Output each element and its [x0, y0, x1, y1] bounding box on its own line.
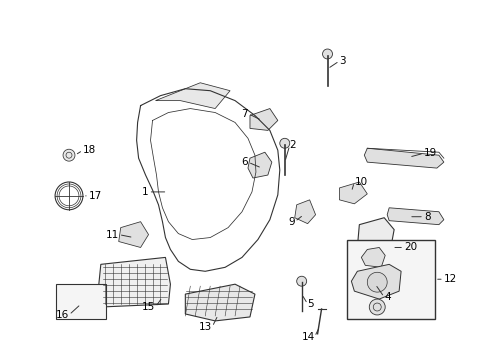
Text: 12: 12	[443, 274, 456, 284]
Polygon shape	[294, 200, 315, 224]
Circle shape	[296, 276, 306, 286]
Polygon shape	[119, 222, 148, 247]
Polygon shape	[247, 152, 271, 178]
Text: 13: 13	[199, 322, 212, 332]
Circle shape	[55, 182, 83, 210]
Text: 4: 4	[384, 292, 390, 302]
Text: 6: 6	[241, 157, 247, 167]
Text: 11: 11	[105, 230, 119, 239]
Polygon shape	[249, 109, 277, 130]
Polygon shape	[185, 284, 254, 321]
Polygon shape	[361, 247, 385, 267]
Text: 18: 18	[83, 145, 96, 155]
Text: 19: 19	[423, 148, 436, 158]
Text: 17: 17	[89, 191, 102, 201]
Polygon shape	[351, 264, 400, 299]
Bar	[346, 239, 434, 319]
Bar	[56, 284, 105, 319]
Text: 2: 2	[289, 140, 296, 150]
Text: 1: 1	[142, 187, 148, 197]
Text: 9: 9	[287, 217, 294, 227]
Polygon shape	[99, 257, 170, 307]
Circle shape	[366, 272, 386, 292]
Text: 15: 15	[142, 302, 155, 312]
Polygon shape	[339, 182, 366, 204]
Text: 14: 14	[301, 332, 314, 342]
Text: 7: 7	[241, 108, 247, 118]
Polygon shape	[357, 218, 393, 271]
Polygon shape	[386, 208, 443, 225]
Polygon shape	[155, 83, 230, 109]
Polygon shape	[361, 269, 386, 299]
Polygon shape	[364, 148, 443, 168]
Circle shape	[368, 299, 385, 315]
Text: 16: 16	[56, 310, 69, 320]
Circle shape	[322, 49, 332, 59]
Text: 5: 5	[307, 299, 314, 309]
Circle shape	[279, 138, 289, 148]
Text: 10: 10	[354, 177, 367, 187]
Text: 20: 20	[403, 243, 416, 252]
Text: 3: 3	[339, 56, 346, 66]
Circle shape	[63, 149, 75, 161]
Text: 8: 8	[423, 212, 430, 222]
